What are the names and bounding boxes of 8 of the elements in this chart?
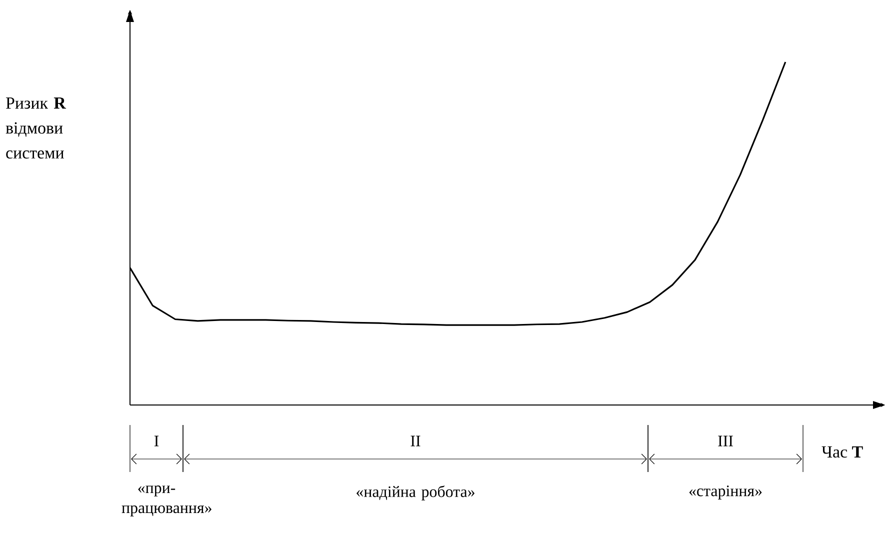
y-axis-title: Ризик R відмови системи	[6, 98, 66, 159]
text: «старіння»	[689, 486, 762, 500]
text: III	[718, 436, 733, 446]
text: «при-працювання»	[122, 486, 212, 516]
text: I	[154, 436, 159, 446]
text: II	[410, 436, 420, 446]
text: «надійна робота»	[356, 486, 474, 500]
x-axis-title: Час T	[822, 446, 863, 458]
